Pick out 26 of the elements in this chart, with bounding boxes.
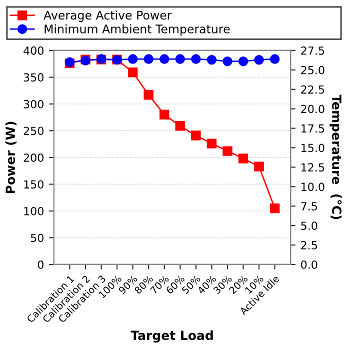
y-tick-label: 0: [38, 260, 44, 269]
y-tick-label: 350: [24, 73, 44, 82]
y-tick-label: 300: [24, 100, 44, 108]
y2-tick-label: 17.5: [302, 124, 324, 133]
y2-tick-label: 5.0: [301, 222, 318, 230]
y2-tick-label: 25.0: [301, 66, 324, 74]
x-axis-title: Target Load: [130, 330, 213, 343]
y2-tick-label: 15.0: [302, 144, 324, 152]
y2-tick-label: 2.5: [301, 241, 317, 250]
y2-tick-label: 27.5: [301, 46, 324, 55]
y-tick-label: 400: [24, 46, 44, 55]
y2-tick-label: 10.0: [302, 182, 324, 192]
y-tick-label: 250: [24, 126, 44, 136]
y-tick-label: 100: [24, 206, 44, 216]
y-tick-label: 150: [24, 180, 44, 189]
y2-tick-label: 12.5: [302, 163, 324, 172]
y-axis-title: Power (W): [5, 122, 17, 194]
legend-label: Minimum Ambient Temperature: [44, 24, 230, 36]
y-tick-label: 50: [30, 234, 44, 242]
y2-tick-label: 20.0: [301, 104, 324, 114]
y-tick-label: 200: [24, 153, 44, 162]
y2-tick-label: 0.0: [301, 260, 318, 269]
y2-tick-label: 22.5: [301, 85, 324, 94]
y2-tick-label: 7.5: [301, 202, 317, 210]
y2-axis-title: Temperature (°C): [330, 94, 342, 220]
legend-label: Average Active Power: [44, 10, 172, 22]
